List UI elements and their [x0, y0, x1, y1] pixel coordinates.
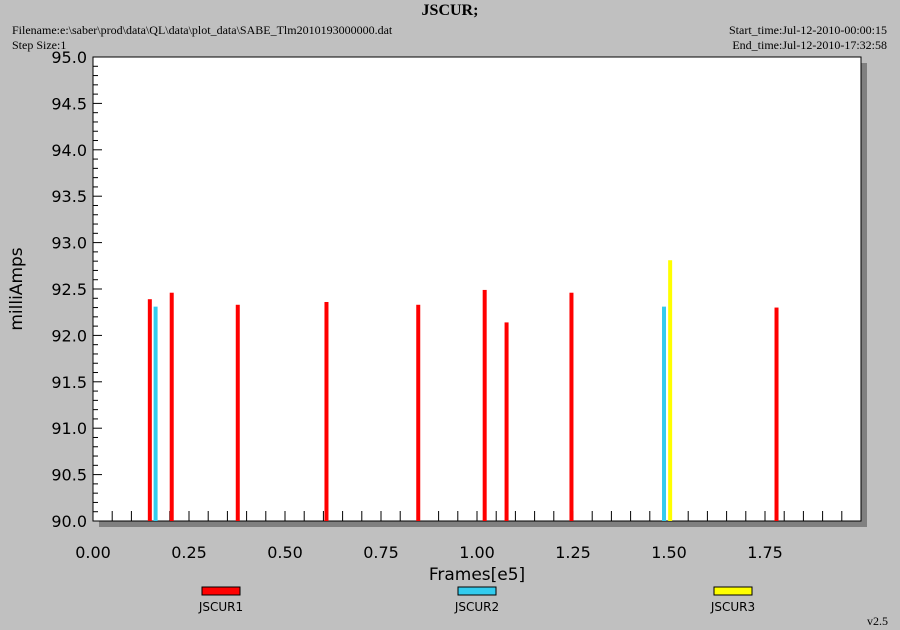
x-axis-label: Frames[e5]	[429, 565, 525, 585]
x-tick-label: 1.50	[651, 543, 687, 562]
data-bar-jscur3	[668, 260, 673, 521]
data-bar-jscur1	[169, 292, 174, 521]
data-bar-jscur2	[153, 306, 158, 521]
data-bar-jscur1	[324, 301, 329, 521]
start-time-label: Start_time:Jul-12-2010-00:00:15	[729, 23, 887, 37]
version-label: v2.5	[867, 614, 888, 628]
data-bar-jscur1	[482, 289, 487, 521]
y-tick-label: 92.5	[51, 280, 87, 299]
y-tick-label: 93.5	[51, 187, 87, 206]
x-tick-label: 0.25	[171, 543, 207, 562]
y-tick-label: 91.5	[51, 373, 87, 392]
data-bar-jscur1	[235, 304, 240, 521]
y-tick-label: 95.0	[51, 48, 87, 67]
y-tick-label: 94.0	[51, 141, 87, 160]
legend-label-jscur2: JSCUR2	[454, 600, 499, 614]
legend-swatch-jscur2	[457, 586, 497, 596]
legend-label-jscur1: JSCUR1	[198, 600, 243, 614]
x-tick-label: 1.00	[459, 543, 495, 562]
y-tick-label: 94.5	[51, 94, 87, 113]
end-time-label: End_time:Jul-12-2010-17:32:58	[732, 38, 887, 52]
step-size-label: Step Size:1	[12, 38, 67, 52]
legend-swatch-jscur3	[713, 586, 753, 596]
x-tick-label: 1.75	[747, 543, 783, 562]
filename-label: Filename:e:\saber\prod\data\QL\data\plot…	[12, 23, 393, 37]
y-tick-label: 90.5	[51, 466, 87, 485]
y-axis-label: milliAmps	[7, 247, 27, 330]
data-bar-jscur1	[416, 304, 421, 521]
y-tick-label: 93.0	[51, 234, 87, 253]
plot-area	[92, 56, 862, 522]
data-bar-jscur2	[662, 306, 667, 521]
x-tick-label: 0.00	[75, 543, 111, 562]
legend-swatch-jscur1	[201, 586, 241, 596]
chart-title: JSCUR;	[421, 2, 479, 19]
y-tick-label: 92.0	[51, 326, 87, 345]
y-tick-label: 90.0	[51, 512, 87, 531]
x-tick-label: 0.75	[363, 543, 399, 562]
y-tick-label: 91.0	[51, 419, 87, 438]
legend-label-jscur3: JSCUR3	[710, 600, 755, 614]
x-tick-label: 0.50	[267, 543, 303, 562]
data-bar-jscur1	[147, 299, 152, 521]
x-tick-label: 1.25	[555, 543, 591, 562]
data-bar-jscur1	[504, 322, 509, 521]
data-bar-jscur1	[774, 307, 779, 521]
data-bar-jscur1	[569, 292, 574, 521]
